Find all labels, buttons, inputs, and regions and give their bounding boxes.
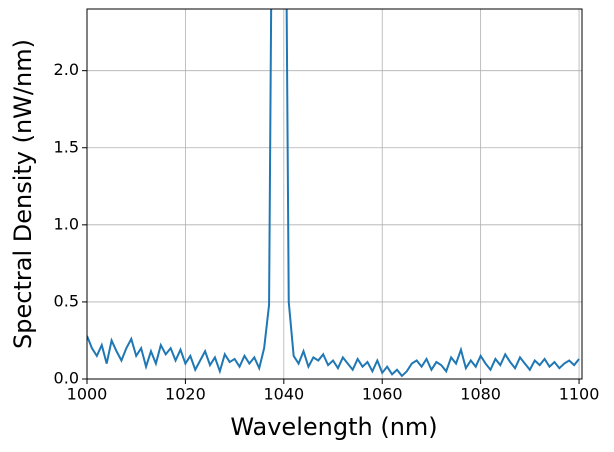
x-tick-label: 1080	[460, 385, 501, 404]
y-tick-label: 0.0	[54, 369, 79, 388]
y-axis-label: Spectral Density (nW/nm)	[9, 39, 37, 349]
x-tick-label: 1060	[362, 385, 403, 404]
y-tick-label: 0.5	[54, 291, 79, 310]
y-tick-label: 2.0	[54, 60, 79, 79]
x-tick-label: 1040	[263, 385, 304, 404]
data-line	[87, 9, 580, 378]
x-tick-label: 1100	[559, 385, 600, 404]
x-tick-label: 1020	[165, 385, 206, 404]
y-tick-label: 1.0	[54, 214, 79, 233]
plot-area	[87, 9, 582, 379]
x-axis-label: Wavelength (nm)	[230, 413, 437, 441]
y-tick-label: 1.5	[54, 137, 79, 156]
series	[87, 9, 580, 378]
x-tick-label: 1000	[67, 385, 108, 404]
axes-frame	[86, 8, 583, 380]
